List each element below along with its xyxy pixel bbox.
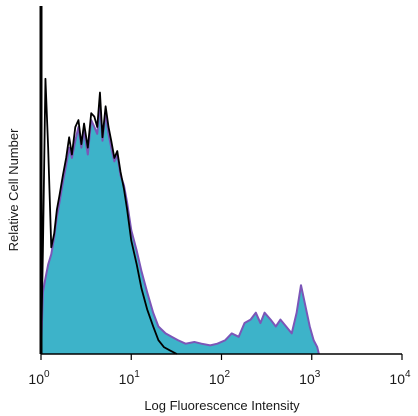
x-tick-label-2: 102 (209, 369, 231, 387)
x-tick-labels: 100 101 102 103 104 (28, 369, 411, 387)
histogram-outline-series-1 (40, 77, 178, 355)
x-axis-title: Log Fluorescence Intensity (144, 398, 300, 413)
axes (39, 6, 403, 360)
x-tick-label-1: 101 (119, 369, 141, 387)
y-axis-title: Relative Cell Number (6, 128, 21, 251)
x-tick-label-3: 103 (299, 369, 321, 387)
histogram-fill-series-0 (41, 102, 319, 354)
histogram-outline-series-0 (40, 101, 320, 355)
x-tick-label-4: 104 (389, 369, 411, 387)
plot-area (40, 77, 320, 355)
x-tick-label-0: 100 (28, 369, 50, 387)
